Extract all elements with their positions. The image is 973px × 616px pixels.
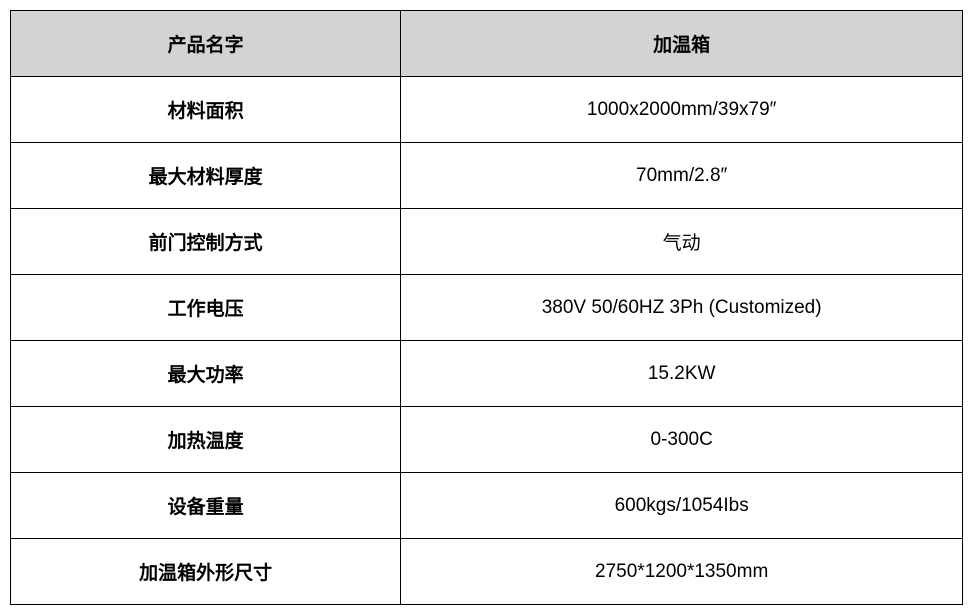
row-value: 15.2KW [401,341,963,407]
table-row: 材料面积 1000x2000mm/39x79″ [11,77,963,143]
row-value: 1000x2000mm/39x79″ [401,77,963,143]
row-label: 最大材料厚度 [11,143,401,209]
table-row: 加热温度 0-300C [11,407,963,473]
row-label: 设备重量 [11,473,401,539]
row-value: 600kgs/1054Ibs [401,473,963,539]
row-value: 气动 [401,209,963,275]
row-label: 最大功率 [11,341,401,407]
table-header-row: 产品名字 加温箱 [11,11,963,77]
table-row: 最大材料厚度 70mm/2.8″ [11,143,963,209]
header-label: 产品名字 [11,11,401,77]
spec-table: 产品名字 加温箱 材料面积 1000x2000mm/39x79″ 最大材料厚度 … [10,10,963,605]
row-label: 前门控制方式 [11,209,401,275]
row-label: 工作电压 [11,275,401,341]
table-row: 设备重量 600kgs/1054Ibs [11,473,963,539]
row-label: 加温箱外形尺寸 [11,539,401,605]
row-value: 2750*1200*1350mm [401,539,963,605]
table-row: 工作电压 380V 50/60HZ 3Ph (Customized) [11,275,963,341]
row-value: 380V 50/60HZ 3Ph (Customized) [401,275,963,341]
header-value: 加温箱 [401,11,963,77]
row-label: 材料面积 [11,77,401,143]
row-value: 0-300C [401,407,963,473]
table-row: 加温箱外形尺寸 2750*1200*1350mm [11,539,963,605]
table-row: 最大功率 15.2KW [11,341,963,407]
table-row: 前门控制方式 气动 [11,209,963,275]
row-value: 70mm/2.8″ [401,143,963,209]
row-label: 加热温度 [11,407,401,473]
